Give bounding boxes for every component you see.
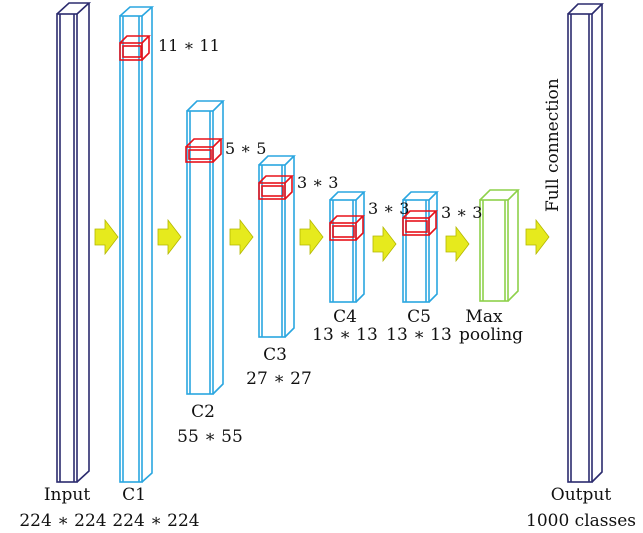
c1-label: C1: [122, 485, 146, 505]
c1-size-label: 224 ∗ 224: [112, 511, 199, 531]
output-label: Output: [551, 485, 612, 505]
arrow-pool-to-output: [525, 218, 550, 256]
c2-kernel-label: 5 ∗ 5: [225, 139, 266, 158]
c3-kernel-block: [258, 175, 294, 200]
arrow-c1-to-c2: [157, 218, 182, 256]
max-pooling-block: [479, 189, 520, 302]
output-size-label: 1000 classes: [526, 511, 636, 531]
c5-label: C5: [407, 307, 431, 327]
input-label: Input: [44, 485, 90, 505]
c1-layer-block: [119, 6, 155, 483]
c2-size-label: 55 ∗ 55: [177, 427, 243, 447]
output-layer-block: [567, 3, 604, 483]
c4-size-label: 13 ∗ 13: [312, 325, 378, 345]
c2-label: C2: [191, 402, 215, 422]
arrow-c5-to-pool: [445, 225, 470, 263]
c1-kernel-label: 11 ∗ 11: [158, 36, 220, 55]
arrow-c3-to-c4: [299, 218, 324, 256]
c4-label: C4: [333, 307, 357, 327]
c5-layer-block: [402, 191, 439, 303]
c2-kernel-block: [185, 138, 223, 163]
c5-kernel-label: 3 ∗ 3: [441, 203, 482, 222]
c5-kernel-block: [402, 210, 438, 236]
c4-layer-block: [329, 191, 366, 303]
c4-kernel-label: 3 ∗ 3: [368, 199, 409, 218]
arrow-input-to-c1: [94, 218, 119, 256]
c3-size-label: 27 ∗ 27: [246, 369, 312, 389]
full-connection-label: Full connection: [543, 78, 563, 212]
c3-kernel-label: 3 ∗ 3: [297, 173, 338, 192]
c1-kernel-block: [119, 35, 151, 61]
max-pooling-label-line2: pooling: [459, 325, 523, 345]
c3-label: C3: [263, 345, 287, 365]
c4-kernel-block: [329, 215, 365, 241]
c5-size-label: 13 ∗ 13: [386, 325, 452, 345]
max-pooling-label-line1: Max: [465, 307, 503, 327]
c2-layer-block: [186, 100, 225, 395]
arrow-c4-to-c5: [372, 225, 397, 263]
input-size-label: 224 ∗ 224: [19, 511, 106, 531]
arrow-c2-to-c3: [229, 218, 254, 256]
input-layer-block: [56, 2, 92, 483]
